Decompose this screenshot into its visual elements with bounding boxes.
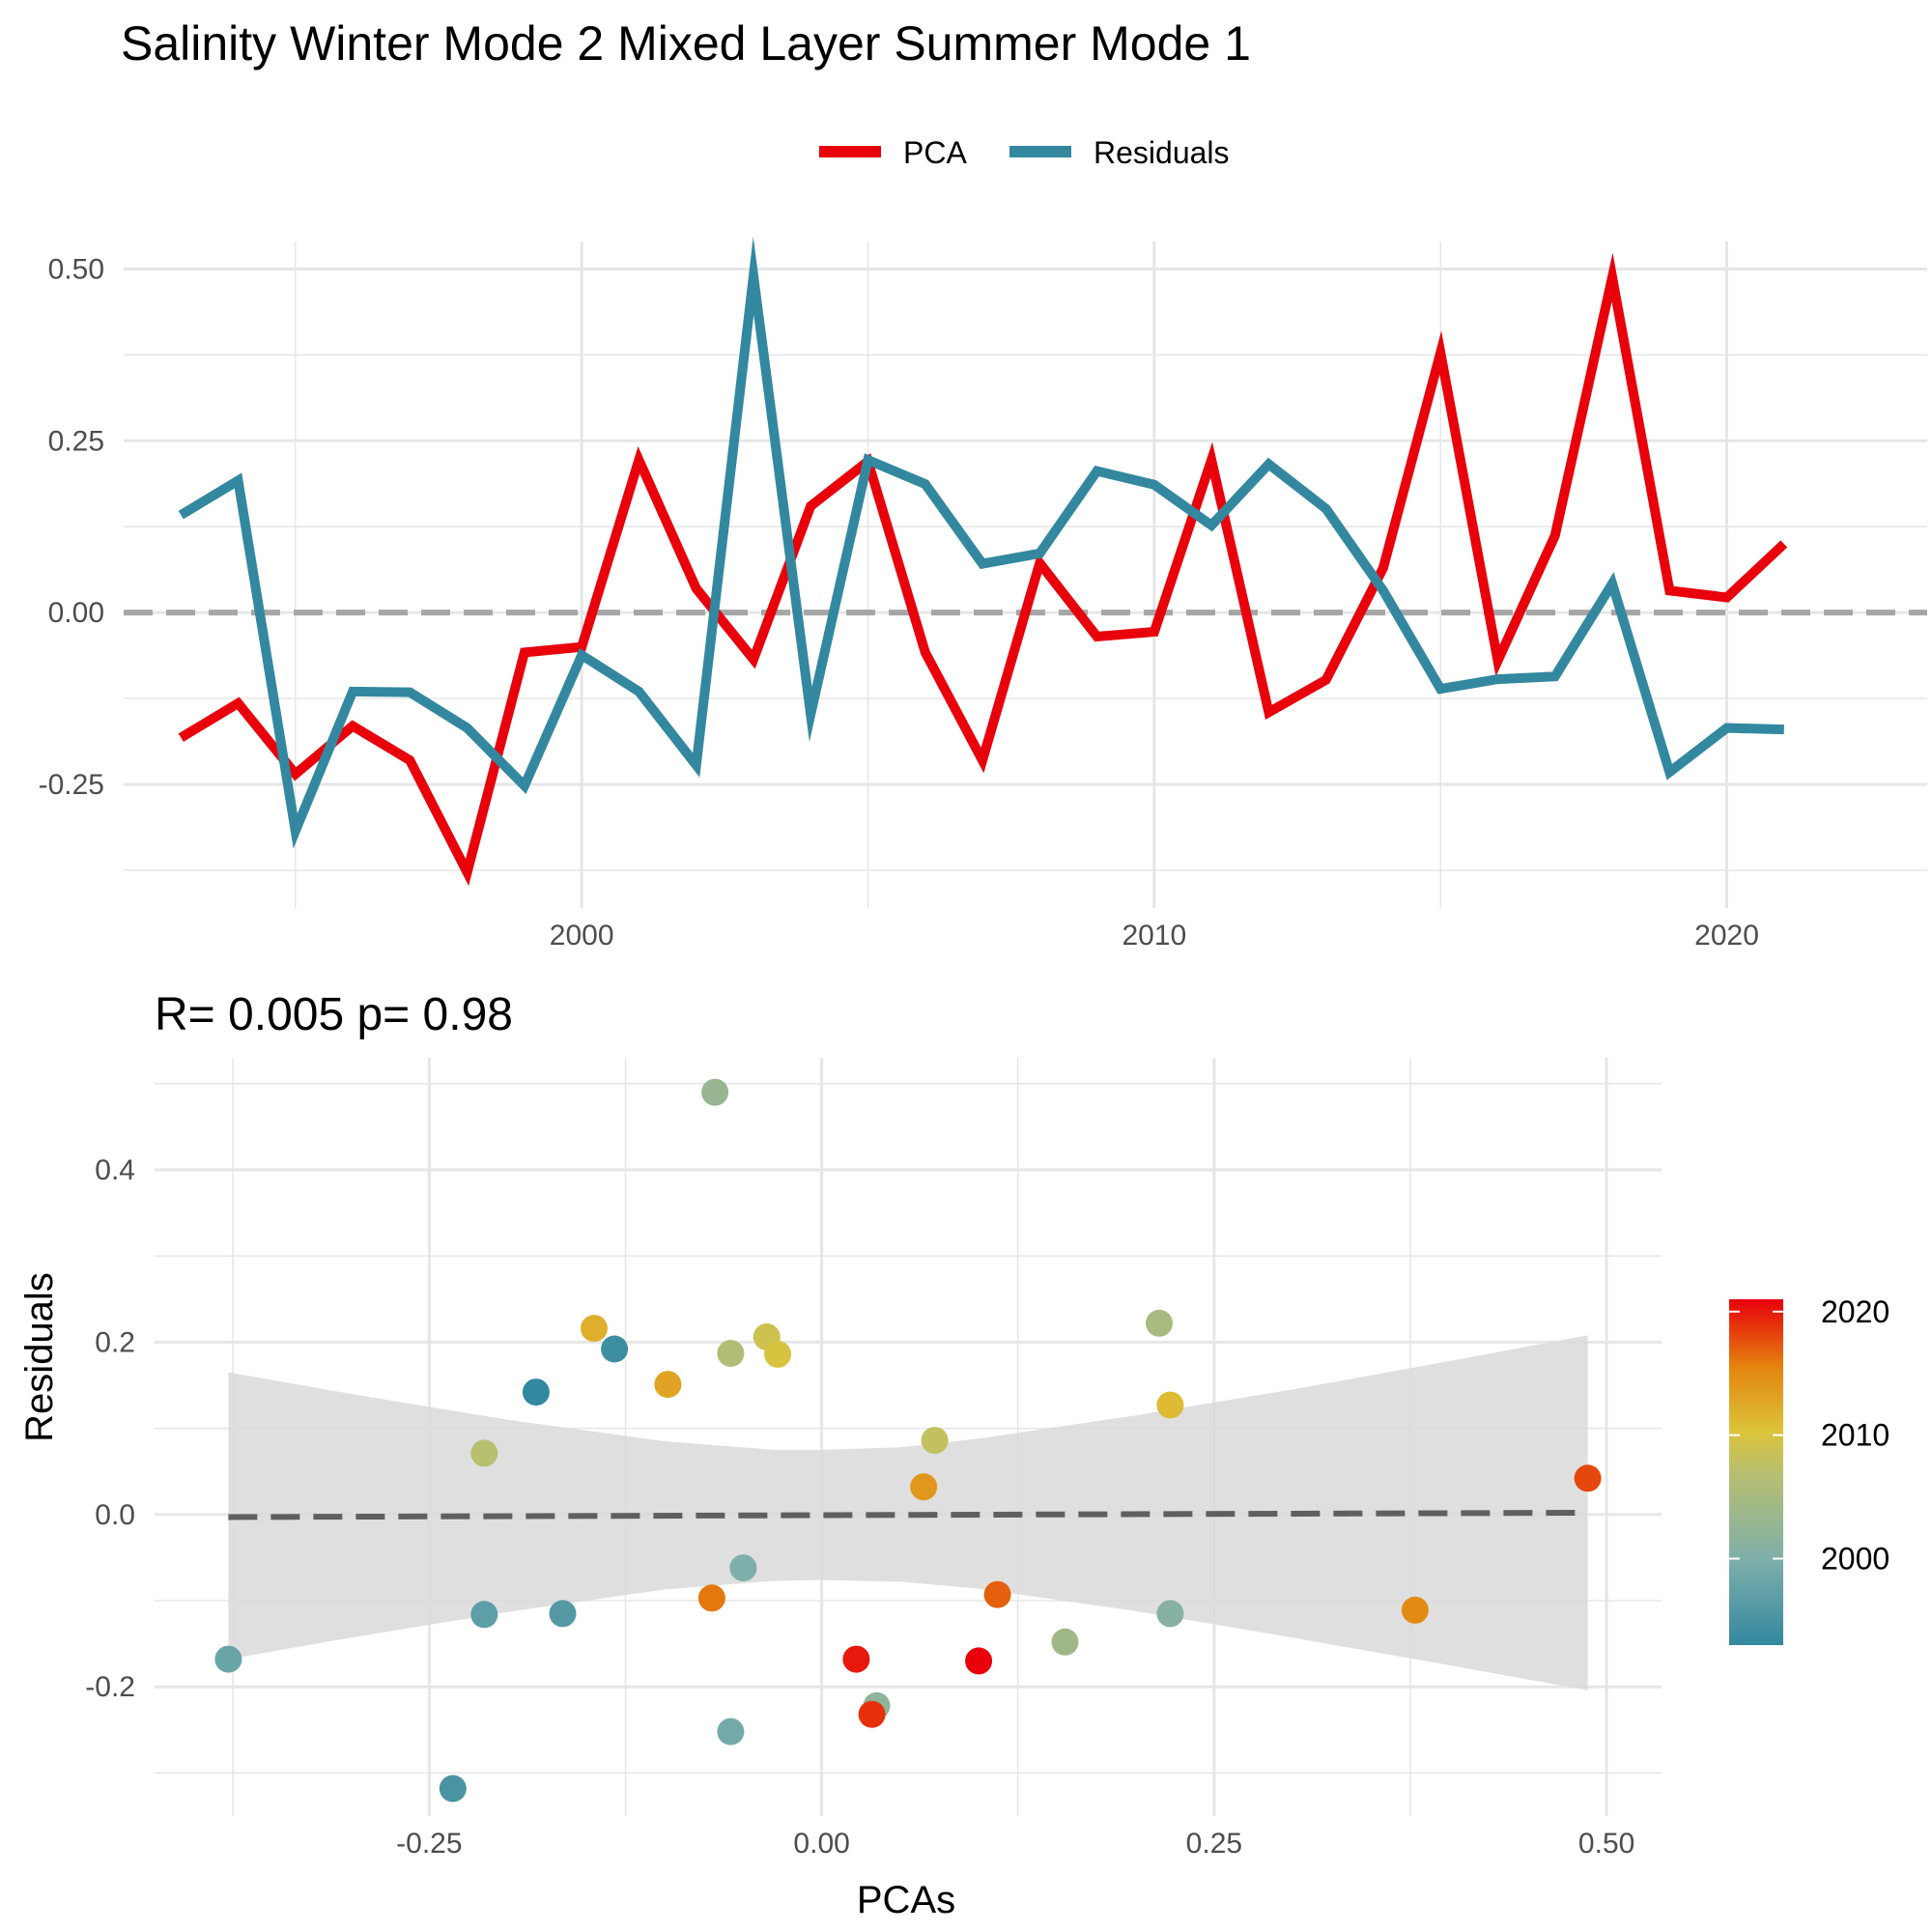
scatter-point	[1051, 1628, 1079, 1656]
scatter-y-axis-title: Residuals	[18, 1272, 61, 1442]
scatter-point	[717, 1340, 745, 1367]
y-tick-label: 0.0	[95, 1499, 135, 1531]
x-tick-label: 0.00	[793, 1828, 849, 1860]
scatter-point	[470, 1601, 498, 1629]
colorbar: 2000 2010 2020	[1729, 1294, 1889, 1645]
y-tick-label: 0.2	[95, 1326, 135, 1358]
series-line-residuals	[178, 236, 1784, 849]
y-tick-label: 0.4	[95, 1154, 135, 1186]
y-tick-label: -0.2	[85, 1671, 135, 1703]
legend: PCA Residuals	[819, 135, 1230, 170]
scatter-point	[697, 1584, 725, 1612]
scatter-point	[1156, 1391, 1184, 1419]
scatter-point	[842, 1645, 870, 1673]
scatter-subtitle: R= 0.005 p= 0.98	[155, 989, 513, 1040]
series-line-pca	[178, 252, 1788, 886]
scatter-point	[581, 1315, 608, 1343]
x-tick-label: -0.25	[396, 1828, 462, 1860]
legend-pca-label: PCA	[903, 135, 967, 170]
x-tick-label: 2000	[550, 920, 614, 952]
scatter-point	[601, 1335, 629, 1363]
x-tick-label: 2010	[1122, 920, 1186, 952]
scatter-point	[654, 1371, 682, 1399]
scatter-point	[717, 1718, 745, 1746]
colorbar-tick-label: 2010	[1821, 1418, 1889, 1453]
scatter-x-axis-title: PCAs	[857, 1879, 955, 1921]
scatter-point	[764, 1340, 792, 1368]
scatter-point	[983, 1580, 1011, 1608]
scatter-point	[858, 1700, 886, 1728]
scatter-point	[965, 1647, 993, 1675]
y-tick-label: 0.50	[48, 253, 104, 285]
y-tick-label: -0.25	[39, 769, 104, 801]
x-tick-label: 0.50	[1578, 1828, 1634, 1860]
scatter-panel: -0.25 0.00 0.25 0.50 -0.2 0.0 0.2 0.4	[85, 1058, 1662, 1860]
y-tick-label: 0.25	[48, 425, 104, 457]
scatter-point	[1401, 1596, 1429, 1624]
chart-title: Salinity Winter Mode 2 Mixed Layer Summe…	[121, 16, 1251, 71]
scatter-point	[910, 1473, 938, 1501]
colorbar-gradient	[1729, 1299, 1783, 1645]
fit-line	[228, 1510, 1588, 1520]
x-tick-label: 2020	[1694, 920, 1759, 952]
legend-residuals-label: Residuals	[1094, 135, 1230, 170]
scatter-point	[470, 1439, 498, 1467]
scatter-point	[439, 1775, 467, 1803]
colorbar-tick-label: 2000	[1821, 1542, 1889, 1577]
scatter-point	[1574, 1464, 1602, 1492]
scatter-point	[549, 1600, 577, 1628]
colorbar-tick-label: 2020	[1821, 1294, 1889, 1329]
time-series-panel: 2000 2010 2020 -0.25 0.00 0.25 0.50	[39, 236, 1927, 952]
x-tick-label: 0.25	[1186, 1828, 1242, 1860]
scatter-point	[729, 1554, 757, 1582]
scatter-point	[1156, 1600, 1184, 1628]
y-tick-label: 0.00	[48, 597, 104, 629]
scatter-point	[522, 1378, 550, 1406]
scatter-point	[921, 1427, 949, 1455]
scatter-point	[214, 1645, 242, 1673]
scatter-point	[1146, 1309, 1173, 1337]
scatter-point	[701, 1078, 729, 1106]
